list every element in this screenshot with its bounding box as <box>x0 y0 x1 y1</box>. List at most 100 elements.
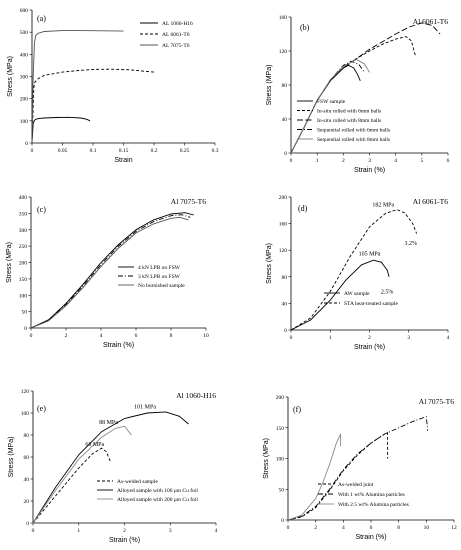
panel-b: 0 1 2 3 4 5 6 0 40 80 120 160 Strain (%) Stress (MPa)… <box>266 15 450 174</box>
panel-f: 0 2 4 6 8 10 12 0 50 100 150 200 Strain (%) Stress (M… <box>263 395 457 541</box>
series-line-0 <box>31 116 91 144</box>
x-tick-label: 0 <box>290 158 293 164</box>
y-tick-label: 600 <box>20 8 29 14</box>
y-tick-label: 160 <box>279 15 288 21</box>
legend-label: Alloyed sample with 200 μm Cu foil <box>117 496 198 503</box>
x-tick-label: 4 <box>100 333 103 339</box>
y-tick-label: 40 <box>24 477 30 483</box>
panel-title: Al 7075-T6 <box>171 197 206 206</box>
x-tick-label: 0.15 <box>119 148 129 154</box>
panel-letter: (e) <box>37 404 46 413</box>
data-annotation: 2.5% <box>381 289 394 295</box>
x-axis-label: Strain (%) <box>109 537 140 544</box>
y-tick-label: 100 <box>21 411 30 417</box>
x-tick-label: 1 <box>316 158 319 164</box>
legend-label: AL 6061-T6 <box>162 32 190 38</box>
legend-label: 3 kN LPB on FSW <box>138 274 181 280</box>
y-tick-label: 40 <box>282 301 288 307</box>
series-line-0 <box>32 447 112 524</box>
y-tick-label: 20 <box>24 499 30 505</box>
x-tick-label: 10 <box>203 333 209 339</box>
x-tick-label: 12 <box>451 525 457 531</box>
panel-letter: (f) <box>293 405 301 414</box>
y-tick-label: 150 <box>19 277 28 283</box>
panel-title: Al 6061-T6 <box>413 197 448 206</box>
x-tick-label: 1 <box>329 335 332 341</box>
legend-label: AL 1060-H16 <box>162 21 193 27</box>
legend: As-welded sample Alloyed sample with 100 … <box>97 479 198 503</box>
x-tick-label: 4 <box>447 335 450 341</box>
legend: AL 1060-H16 AL 6061-T6 AL 7075-T6 <box>140 21 193 49</box>
panel-letter: (c) <box>37 205 46 214</box>
legend-label: 4 kN LPB on FSW <box>138 265 181 271</box>
y-tick-label: 350 <box>19 211 28 217</box>
panel-a: 0 0.05 0.1 0.15 0.2 0.25 0.3 0 100 200 300 400 500 60… <box>7 8 219 164</box>
y-tick-label: 100 <box>276 457 285 463</box>
x-axis-label: Strain (%) <box>354 344 385 351</box>
series-line-0 <box>30 212 194 329</box>
y-tick-label: 40 <box>282 117 288 123</box>
y-tick-label: 50 <box>279 487 285 493</box>
y-tick-label: 0 <box>284 328 287 334</box>
x-tick-label: 4 <box>342 525 345 531</box>
x-tick-label: 0 <box>287 525 290 531</box>
x-tick-label: 10 <box>424 525 430 531</box>
x-tick-label: 3 <box>407 335 410 341</box>
data-annotation: 182 MPa <box>372 202 394 208</box>
data-annotation: 105 MPa <box>359 252 381 258</box>
x-tick-label: 0.1 <box>90 148 97 154</box>
y-axis-label: Stress (MPa) <box>266 243 273 284</box>
y-tick-label: 0 <box>25 141 28 147</box>
series-line-1 <box>32 411 189 524</box>
legend-label: As-welded joint <box>338 482 374 488</box>
series-line-1 <box>290 36 416 154</box>
x-tick-label: 2 <box>342 158 345 164</box>
y-tick-label: 0 <box>281 518 284 524</box>
y-axis-label: Stress (MPa) <box>6 242 13 283</box>
y-tick-label: 0 <box>24 326 27 332</box>
panel-letter: (d) <box>298 204 308 213</box>
y-tick-label: 250 <box>19 244 28 250</box>
y-tick-label: 150 <box>276 426 285 432</box>
x-tick-label: 0 <box>32 528 35 534</box>
x-tick-label: 2 <box>123 528 126 534</box>
y-tick-label: 200 <box>19 261 28 267</box>
x-tick-label: 4 <box>394 158 397 164</box>
series-line-2 <box>290 22 441 154</box>
x-tick-label: 0.25 <box>180 148 190 154</box>
data-annotation: 3.2% <box>404 241 417 247</box>
x-tick-label: 3 <box>368 158 371 164</box>
series-line-0 <box>287 432 389 521</box>
x-tick-label: 2 <box>65 333 68 339</box>
data-annotation: 68 MPa <box>85 442 104 448</box>
y-tick-label: 400 <box>19 195 28 201</box>
y-axis-label: Stress (MPa) <box>8 437 15 478</box>
y-tick-label: 400 <box>20 52 29 58</box>
y-tick-label: 120 <box>279 49 288 55</box>
y-tick-label: 0 <box>26 521 29 527</box>
y-tick-label: 200 <box>20 97 29 103</box>
series-line-2 <box>32 425 132 524</box>
legend: As-welded joint With 1 wt% Alumina partic… <box>318 482 409 508</box>
legend: AW sample STA heat-treated sample <box>324 291 398 307</box>
y-tick-label: 100 <box>20 119 29 125</box>
x-tick-label: 0 <box>290 335 293 341</box>
legend-label: With 1 wt% Alumina particles <box>338 492 405 498</box>
panel-letter: (a) <box>37 14 46 23</box>
y-tick-label: 60 <box>24 455 30 461</box>
legend-label: FSW sample <box>317 99 346 105</box>
x-tick-label: 8 <box>397 525 400 531</box>
x-tick-label: 2 <box>368 335 371 341</box>
y-tick-label: 300 <box>20 75 29 81</box>
y-tick-label: 300 <box>19 228 28 234</box>
y-axis-label: Stress (MPa) <box>7 56 14 97</box>
x-tick-label: 6 <box>370 525 373 531</box>
x-axis-label: Strain (%) <box>355 534 386 541</box>
y-tick-label: 80 <box>24 433 30 439</box>
series-line-0 <box>290 259 390 331</box>
x-tick-label: 6 <box>135 333 138 339</box>
x-tick-label: 0 <box>30 333 33 339</box>
x-tick-label: 3 <box>169 528 172 534</box>
